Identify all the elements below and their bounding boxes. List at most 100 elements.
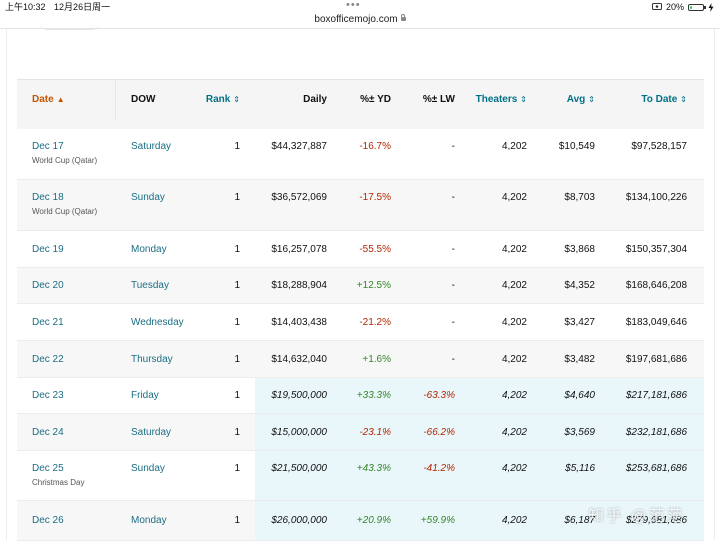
row-avg: $3,569 [564, 427, 595, 438]
row-divider [17, 500, 704, 501]
row-divider [17, 450, 704, 451]
row-date-note: World Cup (Qatar) [32, 156, 98, 165]
row-pct-lw: +59.9% [420, 515, 455, 526]
row-dow[interactable]: Saturday [131, 141, 172, 152]
row-daily: $26,000,000 [271, 515, 327, 526]
row-dow[interactable]: Tuesday [131, 280, 169, 291]
watermark: 知乎 @范范 [588, 508, 685, 525]
sort-both-icon: ⇕ [588, 95, 595, 104]
row-rank: 1 [234, 192, 240, 203]
table-row: Dec 25 Sunday 1 $21,500,000 +43.3% -41.2% 4,20… [17, 451, 704, 501]
row-divider [17, 303, 704, 304]
header-date[interactable]: Date ▲ [32, 94, 65, 105]
header-theaters[interactable]: Theaters ⇕ [475, 94, 527, 105]
header-dow: DOW [131, 94, 156, 105]
row-pct-lw: - [451, 192, 455, 203]
row-date[interactable]: Dec 26 [32, 515, 64, 526]
row-rank: 1 [234, 427, 240, 438]
row-date[interactable]: Dec 21 [32, 317, 64, 328]
address-bar[interactable]: boxofficemojo.com [0, 12, 720, 28]
row-daily: $36,572,069 [271, 192, 327, 203]
row-avg: $3,427 [564, 317, 595, 328]
row-theaters: 4,202 [501, 463, 527, 474]
row-date[interactable]: Dec 25 [32, 463, 64, 474]
estimate-highlight [255, 414, 704, 451]
sort-asc-icon: ▲ [56, 95, 65, 104]
header-spacer [17, 120, 704, 129]
row-date[interactable]: Dec 19 [32, 244, 64, 255]
lock-icon [400, 14, 406, 21]
row-date[interactable]: Dec 17 [32, 141, 64, 152]
row-divider [17, 230, 704, 231]
row-dow[interactable]: Wednesday [131, 317, 184, 328]
sort-both-icon: ⇕ [520, 95, 527, 104]
table-row: Dec 19 Monday 1 $16,257,078 -55.5% - 4,202 $3,8… [17, 231, 704, 268]
row-to-date: $97,528,157 [631, 141, 687, 152]
row-date[interactable]: Dec 24 [32, 427, 64, 438]
row-rank: 1 [234, 280, 240, 291]
scrolled-tab-edge [40, 22, 100, 30]
row-dow[interactable]: Thursday [131, 354, 173, 365]
row-dow[interactable]: Sunday [131, 463, 165, 474]
row-divider [17, 377, 704, 378]
header-avg[interactable]: Avg ⇕ [566, 94, 595, 105]
row-dow[interactable]: Sunday [131, 192, 165, 203]
row-avg: $10,549 [558, 141, 595, 152]
row-theaters: 4,202 [501, 354, 527, 365]
table-row: Dec 22 Thursday 1 $14,632,040 +1.6% - 4,202 $3,… [17, 341, 704, 378]
row-date-note: Christmas Day [32, 478, 85, 487]
estimate-highlight [255, 501, 704, 541]
row-pct-yd: +12.5% [356, 280, 391, 291]
row-daily: $19,500,000 [271, 390, 327, 401]
table-row: Dec 18 Sunday 1 $36,572,069 -17.5% - 4,202 $8,7… [17, 180, 704, 231]
row-theaters: 4,202 [501, 280, 527, 291]
row-avg: $8,703 [564, 192, 595, 203]
row-divider [17, 267, 704, 268]
row-theaters: 4,202 [501, 141, 527, 152]
status-right: 20% [651, 0, 714, 14]
row-divider [17, 179, 704, 180]
row-rank: 1 [234, 515, 240, 526]
row-pct-yd: -55.5% [359, 244, 391, 255]
daily-box-office-table: Date ▲ DOW Rank ⇕ Daily %± YD %± LW Theate… [17, 79, 704, 541]
row-dow[interactable]: Monday [131, 244, 167, 255]
row-daily: $16,257,078 [271, 244, 327, 255]
table-row: Dec 17 Saturday 1 $44,327,887 -16.7% - 4,202 $1… [17, 129, 704, 180]
row-pct-lw: - [451, 280, 455, 291]
row-theaters: 4,202 [501, 192, 527, 203]
header-rank[interactable]: Rank ⇕ [205, 94, 240, 105]
content-frame-left [6, 29, 7, 540]
row-to-date: $217,181,686 [625, 390, 687, 401]
row-date[interactable]: Dec 22 [32, 354, 64, 365]
status-time: 上午10:32 [5, 2, 46, 12]
row-date[interactable]: Dec 23 [32, 390, 64, 401]
multitask-dots-icon[interactable]: ••• [346, 0, 361, 11]
row-pct-yd: +43.3% [356, 463, 391, 474]
status-left: 上午10:32 12月26日周一 [5, 0, 116, 14]
header-daily: Daily [303, 94, 327, 105]
content-frame-right [714, 29, 715, 540]
row-dow[interactable]: Monday [131, 515, 167, 526]
estimate-highlight [255, 378, 704, 414]
row-to-date: $168,646,208 [625, 280, 687, 291]
row-date-note: World Cup (Qatar) [32, 207, 98, 216]
row-avg: $6,187 [564, 515, 595, 526]
row-dow[interactable]: Saturday [131, 427, 172, 438]
row-date[interactable]: Dec 20 [32, 280, 64, 291]
row-daily: $14,632,040 [271, 354, 327, 365]
row-avg: $3,482 [564, 354, 595, 365]
row-divider [17, 340, 704, 341]
row-avg: $3,868 [564, 244, 595, 255]
row-theaters: 4,202 [501, 390, 527, 401]
row-rank: 1 [234, 317, 240, 328]
row-to-date: $197,681,686 [625, 354, 687, 365]
header-to-date[interactable]: To Date ⇕ [641, 94, 687, 105]
row-pct-yd: +1.6% [362, 354, 391, 365]
row-date[interactable]: Dec 18 [32, 192, 64, 203]
row-pct-lw: - [451, 354, 455, 365]
row-to-date: $232,181,686 [625, 427, 687, 438]
row-pct-yd: -21.2% [359, 317, 391, 328]
sort-both-icon: ⇕ [233, 95, 240, 104]
row-dow[interactable]: Friday [131, 390, 159, 401]
url-text[interactable]: boxofficemojo.com [314, 14, 398, 25]
